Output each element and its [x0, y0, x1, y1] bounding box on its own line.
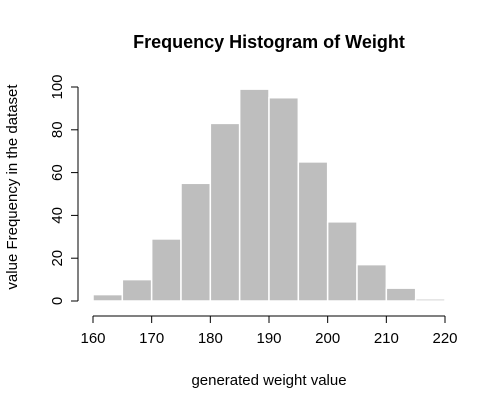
- x-tick-label-190: 190: [256, 330, 281, 347]
- chart-title: Frequency Histogram of Weight: [133, 32, 405, 52]
- x-tick-label-160: 160: [80, 330, 105, 347]
- histogram-bar-210-215: [385, 287, 417, 302]
- histogram-bar-165-170: [121, 278, 153, 302]
- y-axis: 0 20 40 60 80 100: [49, 74, 79, 305]
- histogram-bar-160-165: [92, 293, 124, 302]
- x-axis-label: generated weight value: [191, 372, 346, 389]
- histogram-bar-175-180: [180, 182, 212, 302]
- x-tick-label-180: 180: [198, 330, 223, 347]
- y-tick-label-20: 20: [49, 250, 66, 267]
- x-tick-label-210: 210: [374, 330, 399, 347]
- histogram-bar-200-205: [326, 221, 358, 302]
- histogram-bar-170-175: [150, 238, 182, 302]
- histogram-bar-185-190: [238, 88, 270, 302]
- y-axis-label: value Frequency in the dataset: [4, 84, 21, 290]
- x-tick-label-220: 220: [432, 330, 457, 347]
- y-tick-label-100: 100: [49, 74, 66, 99]
- histogram-bar-190-195: [268, 96, 300, 302]
- histogram-bar-195-200: [297, 161, 329, 302]
- x-tick-label-200: 200: [315, 330, 340, 347]
- bars-group: [92, 88, 446, 302]
- x-axis: 160 170 180 190 200 210 220: [80, 315, 458, 347]
- histogram-bar-205-210: [356, 263, 388, 302]
- y-tick-label-0: 0: [49, 297, 66, 305]
- y-tick-label-60: 60: [49, 164, 66, 181]
- y-tick-label-80: 80: [49, 121, 66, 138]
- histogram-bar-215-220: [414, 298, 446, 302]
- y-tick-label-40: 40: [49, 207, 66, 224]
- histogram-bar-180-185: [209, 122, 241, 302]
- x-tick-label-170: 170: [139, 330, 164, 347]
